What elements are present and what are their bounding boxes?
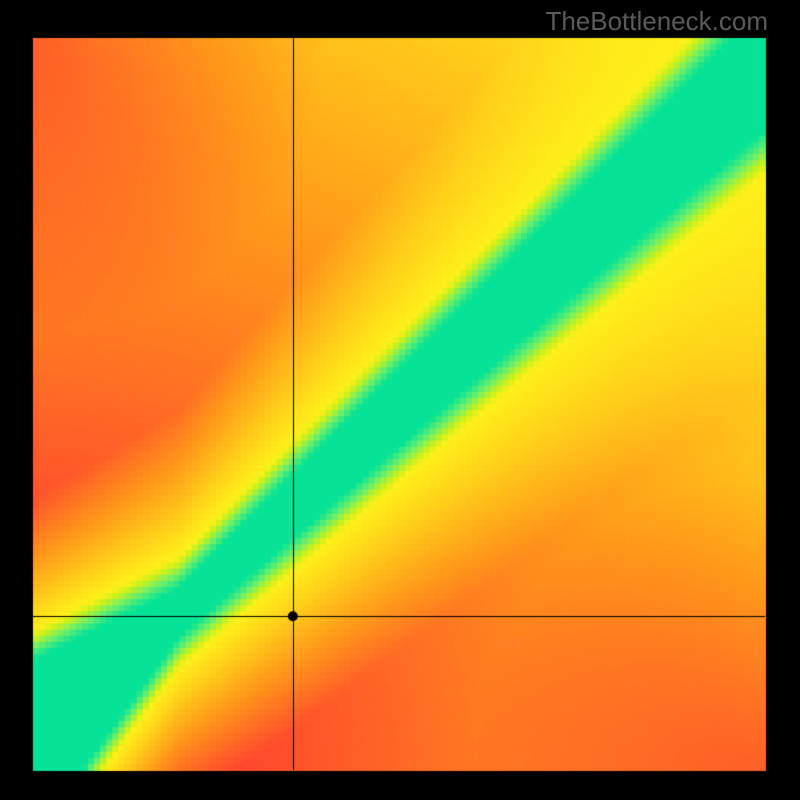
bottleneck-heatmap <box>0 0 800 800</box>
watermark-text: TheBottleneck.com <box>545 6 768 37</box>
